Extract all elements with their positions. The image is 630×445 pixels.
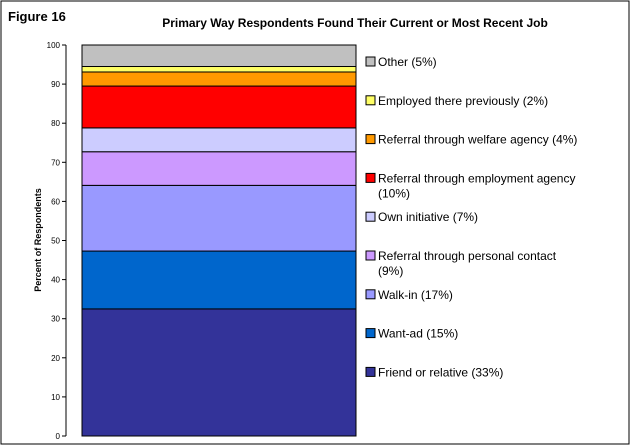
legend-swatch <box>365 95 376 106</box>
legend-swatch <box>365 328 376 339</box>
bar-segment-6 <box>81 85 357 129</box>
legend-label: Referral through employment agency (10%) <box>378 171 575 200</box>
legend-swatch <box>365 366 376 377</box>
y-tick-label: 50 <box>51 237 60 246</box>
legend-label: Own initiative (7%) <box>378 210 478 224</box>
figure-label: Figure 16 <box>8 9 66 24</box>
y-tick-label: 90 <box>51 80 60 89</box>
legend-label: Referral through welfare agency (4%) <box>378 133 577 147</box>
y-tick-label: 40 <box>51 276 60 285</box>
bar-segment-9 <box>81 44 357 68</box>
legend-label: Employed there previously (2%) <box>378 94 548 108</box>
legend-swatch <box>365 289 376 300</box>
bar-stack <box>81 44 357 437</box>
legend-swatch <box>365 172 376 183</box>
y-tick-label: 20 <box>51 354 60 363</box>
legend-label: Want-ad (15%) <box>378 327 458 341</box>
y-tick-label: 70 <box>51 158 60 167</box>
legend-swatch <box>365 211 376 222</box>
legend: Other (5%) Employed there previously (2%)… <box>365 55 577 379</box>
bar-segment-2 <box>81 250 357 310</box>
bar-segment-3 <box>81 184 357 252</box>
bar-segment-7 <box>81 71 357 87</box>
legend-label: Referral through personal contact (9%) <box>378 249 557 278</box>
y-axis: 0 10 20 30 40 50 60 70 80 90 100 <box>47 41 67 441</box>
bar-segment-4 <box>81 151 357 186</box>
y-tick-label: 60 <box>51 197 60 206</box>
legend-swatch <box>365 250 376 261</box>
legend-label: Friend or relative (33%) <box>378 365 503 379</box>
bar-segment-1 <box>81 308 357 437</box>
y-axis-label: Percent of Respondents <box>33 188 43 292</box>
legend-swatch <box>365 56 376 67</box>
y-tick-label: 0 <box>56 432 61 441</box>
y-tick-label: 100 <box>47 41 61 50</box>
legend-label: Other (5%) <box>378 55 437 69</box>
bar-segment-5 <box>81 127 357 153</box>
bar-segment-8 <box>81 66 357 73</box>
legend-label: Walk-in (17%) <box>378 288 453 302</box>
y-tick-label: 80 <box>51 119 60 128</box>
legend-swatch <box>365 134 376 145</box>
y-tick-label: 30 <box>51 315 60 324</box>
chart-title: Primary Way Respondents Found Their Curr… <box>162 16 548 30</box>
y-tick-label: 10 <box>51 393 60 402</box>
